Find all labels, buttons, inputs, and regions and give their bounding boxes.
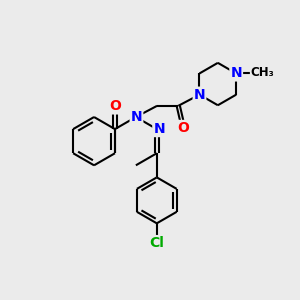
Text: CH₃: CH₃ <box>251 66 274 80</box>
Text: O: O <box>109 99 121 113</box>
Text: N: N <box>153 122 165 136</box>
Text: N: N <box>194 88 205 102</box>
Text: N: N <box>230 66 242 80</box>
Text: N: N <box>131 110 142 124</box>
Text: O: O <box>177 121 189 135</box>
Text: Cl: Cl <box>149 236 164 250</box>
